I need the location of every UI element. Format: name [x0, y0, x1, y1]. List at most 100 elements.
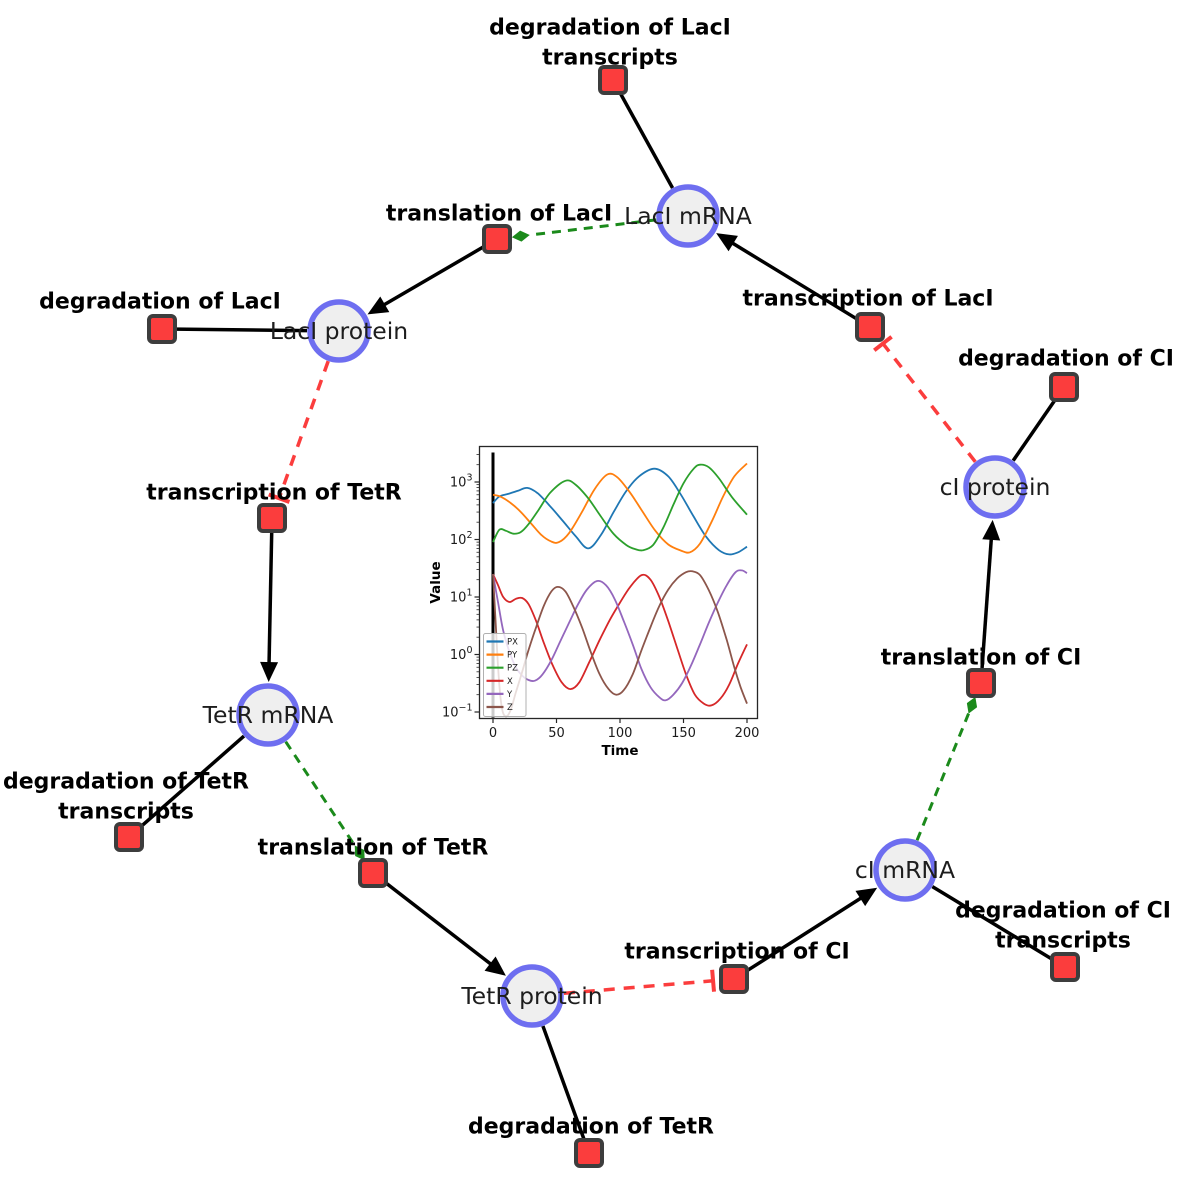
reaction-label-txn_tetr-line1: transcription of TetR [146, 481, 402, 506]
edge-txn_laci--laci_mrna-arrowhead [716, 233, 738, 252]
species-label-laci_mrna: LacI mRNA [624, 202, 752, 230]
x-tick-label: 50 [548, 726, 565, 741]
x-tick-label: 100 [608, 726, 633, 741]
nodes-layer [114, 65, 1080, 1168]
reaction-node-txn_ci [719, 964, 749, 994]
species-label-ci_mrna: cI mRNA [855, 856, 955, 884]
reaction-node-deg_ci_tx [1050, 952, 1080, 982]
x-tick-label: 150 [671, 726, 696, 741]
reaction-label-deg_tetr-line1: degradation of TetR [468, 1115, 714, 1140]
species-node-laci_mrna [656, 184, 720, 248]
edge-laci_mrna--transl_laci [529, 218, 657, 237]
edge-transl_tetr--tetr_protein [383, 880, 494, 967]
reaction-node-deg_ci [1049, 372, 1079, 402]
reaction-label-deg_tetr_tx-line1: degradation of TetR [3, 770, 249, 795]
edge-laci_protein--deg_laci [175, 327, 308, 333]
edge-tetr_mrna--deg_tetr_tx [138, 734, 246, 830]
species-label-tetr_protein: TetR protein [460, 982, 602, 1010]
x-tick-label: 0 [489, 726, 497, 741]
edge-tetr_mrna--transl_tetr [284, 740, 356, 847]
reaction-label-txn_ci-line1: transcription of CI [624, 940, 849, 965]
species-node-tetr_mrna [236, 683, 300, 747]
edge-ci_protein--txn_laci [881, 342, 977, 463]
reaction-label-deg_laci_tx-line2: transcripts [542, 46, 678, 71]
legend-label-Z: Z [507, 703, 513, 713]
reaction-node-transl_ci [966, 668, 996, 698]
x-axis-label: Time [601, 743, 638, 759]
labels-layer: LacI mRNA LacI protein cI protein TetR mRNA… [3, 16, 1174, 1140]
species-label-tetr_mrna: TetR mRNA [202, 701, 334, 729]
reaction-label-transl_ci-line1: translation of CI [881, 646, 1082, 671]
legend-label-PY: PY [507, 651, 518, 661]
reaction-label-transl_tetr-line1: translation of TetR [258, 836, 489, 861]
edge-tetr_protein--txn_ci-tbar [710, 969, 716, 992]
reaction-node-transl_tetr [358, 858, 388, 888]
reaction-node-deg_tetr [574, 1138, 604, 1168]
y-tick-label: 100 [450, 645, 473, 663]
edge-tetr_protein--txn_ci [563, 979, 714, 996]
edge-laci_mrna--deg_laci_tx [618, 91, 675, 189]
edge-ci_protein--txn_laci-tbar [873, 335, 893, 352]
legend-label-PX: PX [507, 638, 518, 648]
chart-axes-frame [478, 445, 759, 720]
edge-tetr_protein--deg_tetr [541, 1025, 586, 1141]
reaction-label-deg_tetr_tx-line2: transcripts [58, 800, 194, 825]
edge-txn_tetr--tetr_mrna-arrowhead [260, 661, 279, 683]
chart-series-line-X [492, 573, 748, 707]
edge-ci_protein--deg_ci [1011, 397, 1058, 462]
edge-tetr_mrna--transl_tetr-modifier-arrowhead [354, 845, 365, 861]
reaction-label-deg_ci-line1: degradation of CI [958, 347, 1174, 372]
reaction-node-deg_tetr_tx [114, 822, 144, 852]
legend-label-Y: Y [506, 690, 513, 700]
species-label-ci_protein: cI protein [940, 473, 1051, 501]
y-tick-label: 103 [450, 473, 473, 491]
edge-transl_ci--ci_protein [980, 536, 994, 669]
edge-transl_ci--ci_protein-arrowhead [982, 519, 1001, 541]
x-tick-label: 200 [735, 726, 760, 741]
edge-ci_mrna--transl_ci [915, 713, 970, 841]
species-node-ci_mrna [873, 838, 937, 902]
inset-chart: 0 50 100 150 20010−1100101102103TimeValuePXP… [428, 445, 760, 759]
edge-laci_protein--txn_tetr-tbar [268, 492, 291, 504]
edge-txn_laci--laci_mrna [729, 240, 859, 321]
edge-ci_mrna--transl_ci-modifier-arrowhead [966, 696, 978, 714]
y-tick-label: 102 [450, 530, 473, 548]
y-tick-label: 10−1 [442, 703, 473, 721]
edges-layer [138, 91, 1058, 1141]
reaction-label-deg_laci_tx-line1: degradation of LacI [489, 16, 731, 41]
species-node-tetr_protein [500, 964, 564, 1028]
chart-series-line-PZ [492, 463, 748, 552]
reaction-node-deg_laci [147, 314, 177, 344]
edge-txn_tetr--tetr_mrna [267, 532, 274, 666]
edge-transl_laci--laci_protein-arrowhead [367, 296, 390, 315]
legend-box [483, 633, 527, 717]
edge-laci_protein--txn_tetr [277, 360, 330, 499]
edge-laci_mrna--transl_laci-modifier-arrowhead [511, 230, 530, 242]
species-node-ci_protein [963, 455, 1027, 519]
chart-series-line-PX [492, 467, 748, 556]
chart-legend: PX PY PZ XYZ [483, 633, 527, 717]
reaction-label-txn_laci-line1: transcription of LacI [742, 287, 993, 312]
reaction-node-transl_laci [482, 224, 512, 254]
x-axis: 0 50 100 150 200 [489, 718, 760, 741]
edge-txn_ci--ci_mrna-arrowhead [855, 887, 878, 907]
legend-label-X: X [507, 677, 513, 687]
reaction-node-txn_tetr [257, 503, 287, 533]
reaction-label-transl_laci-line1: translation of LacI [386, 202, 612, 227]
y-axis: 10−1 100 101 102 103 [442, 454, 480, 721]
species-label-laci_protein: LacI protein [270, 317, 408, 345]
legend-label-PZ: PZ [507, 664, 518, 674]
y-axis-label: Value [428, 561, 444, 603]
edge-ci_mrna--deg_ci_tx [931, 885, 1054, 962]
reaction-label-deg_ci_tx-line1: degradation of CI [955, 899, 1171, 924]
reaction-label-deg_laci-line1: degradation of LacI [39, 290, 281, 315]
edge-transl_tetr--tetr_protein-arrowhead [484, 956, 506, 976]
y-tick-label: 101 [450, 588, 473, 606]
edge-txn_ci--ci_mrna [745, 895, 864, 973]
reaction-node-txn_laci [855, 312, 885, 342]
reaction-node-deg_laci_tx [598, 65, 628, 95]
reaction-label-deg_ci_tx-line2: transcripts [995, 929, 1131, 954]
edge-transl_laci--laci_protein [381, 245, 485, 308]
